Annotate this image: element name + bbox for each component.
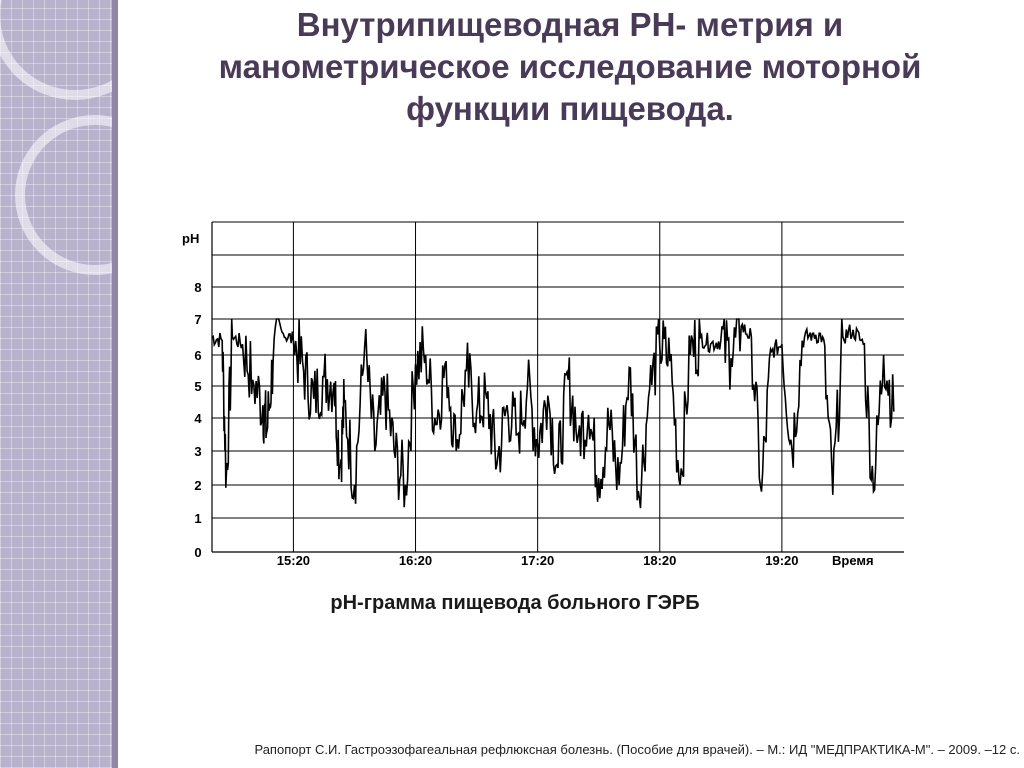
x-tick-label: 15:20 bbox=[277, 553, 310, 568]
sidebar-divider bbox=[112, 0, 118, 768]
title-line: Внутрипищеводная PH- метрия и bbox=[296, 6, 844, 43]
title-line: функции пищевода. bbox=[406, 90, 734, 127]
chart-ticks: 0 1 2 3 4 5 6 7 8 15:20 16:20 17:20 18:20 19:20 bbox=[194, 280, 798, 568]
chart-canvas: 0 1 2 3 4 5 6 7 8 15:20 16:20 17:20 18:20 19:20 pH Вр… bbox=[182, 221, 904, 568]
y-tick-label: 3 bbox=[194, 444, 201, 459]
decorative-ring bbox=[15, 115, 112, 275]
ph-chart: 0 1 2 3 4 5 6 7 8 15:20 16:20 17:20 18:20 19:20 pH Вр… bbox=[170, 215, 930, 585]
x-axis-label: Время bbox=[832, 553, 874, 568]
y-tick-label: 4 bbox=[194, 411, 202, 426]
x-tick-label: 17:20 bbox=[521, 553, 554, 568]
x-tick-label: 16:20 bbox=[399, 553, 432, 568]
citation-footnote: Рапопорт С.И. Гастроэзофагеальная рефлюк… bbox=[254, 742, 1020, 757]
x-tick-label: 19:20 bbox=[765, 553, 798, 568]
y-tick-label: 1 bbox=[194, 511, 201, 526]
y-axis-label: pH bbox=[182, 231, 199, 246]
chart-caption: pH-грамма пищевода больного ГЭРБ bbox=[330, 592, 700, 614]
ph-trace bbox=[211, 318, 895, 509]
decorative-sidebar bbox=[0, 0, 112, 768]
y-tick-label: 0 bbox=[194, 545, 201, 560]
y-tick-label: 7 bbox=[194, 312, 201, 327]
y-tick-label: 2 bbox=[194, 478, 201, 493]
y-tick-label: 6 bbox=[194, 348, 201, 363]
page-title: Внутрипищеводная PH- метрия и манометрич… bbox=[130, 4, 1010, 130]
decorative-ring bbox=[0, 0, 112, 100]
title-line: манометрическое исследование моторной bbox=[218, 48, 922, 85]
x-tick-label: 18:20 bbox=[643, 553, 676, 568]
y-tick-label: 8 bbox=[194, 280, 201, 295]
y-tick-label: 5 bbox=[194, 379, 201, 394]
